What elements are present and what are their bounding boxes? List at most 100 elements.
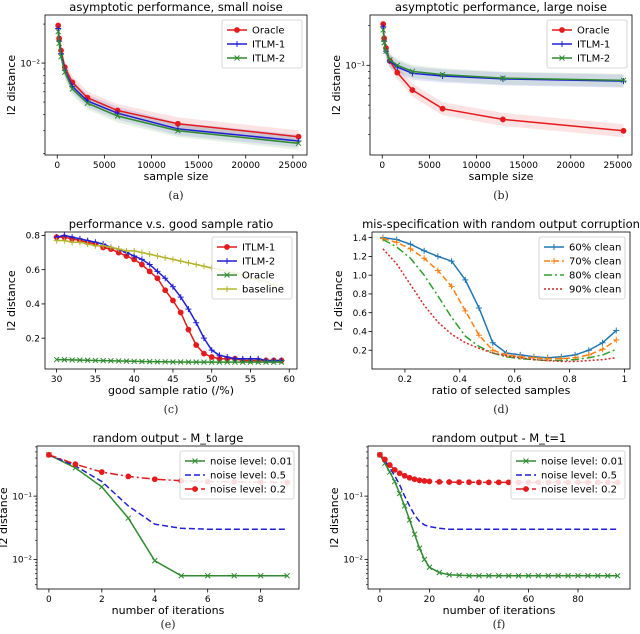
data-point [462,276,469,283]
legend-label: Oracle [577,26,610,37]
legend-box [546,19,628,69]
y-axis-label: l2 distance [332,270,345,330]
data-point [185,359,192,366]
data-point [434,253,441,260]
data-point [499,116,506,123]
data-point [77,357,83,363]
data-point [620,78,627,85]
legend-label: ITLM-2 [252,54,285,65]
data-point [247,359,254,366]
x-tick-label: 35 [90,375,101,385]
legend: noise level: 0.01 noise level: 0.5 noise l… [510,450,626,500]
data-point [503,351,510,358]
data-point [604,572,611,579]
x-tick-label: 0 [46,595,52,605]
series-line [379,454,618,577]
data-point [456,479,463,486]
data-point [177,258,184,265]
data-point [544,355,551,362]
series-oracle [53,356,285,366]
legend-marker [234,41,240,47]
confidence-band [58,25,299,150]
legend-marker [523,458,529,464]
x-tick-label: 20000 [231,161,260,171]
legend-label: ITLM-2 [577,54,610,65]
y-axis-label: l2 distance [5,270,18,330]
legend-label: noise level: 0.01 [541,457,623,468]
data-point [69,86,76,92]
data-point [448,283,455,290]
data-point [393,239,400,246]
y-tick-label: 10⁻¹ [345,62,365,72]
data-point [154,275,161,282]
data-point [201,350,207,357]
data-point [247,355,254,362]
chart-title: performance v.s. good sample ratio [69,217,273,231]
chart-title: asymptotic performance, small noise [69,0,282,14]
x-tick-label: 0 [377,595,383,605]
data-point [594,572,601,579]
data-point [396,470,403,477]
x-tick-label: 45 [167,375,178,385]
chart-panel-e: random output - M_t large 0 2 4 6 8 10⁻² 10⁻¹ nu… [0,431,300,631]
x-tick-label: 40 [473,595,485,605]
data-point [108,357,114,364]
y-tick-label: 0.6 [26,266,41,276]
data-point [69,234,76,241]
series-line [48,454,288,577]
legend-box [179,450,295,500]
data-point [76,239,83,246]
legend-label: Oracle [242,271,275,282]
x-tick-label: 55 [245,375,256,385]
series-line [382,236,617,359]
data-point [98,469,105,475]
legend-label: ITLM-2 [242,257,275,268]
y-tick-label: 1.0 [353,271,368,281]
data-point [162,275,169,282]
y-tick-label: 1.4 [353,234,368,244]
series-noise-level-0-5 [379,454,618,530]
data-point [239,355,246,362]
legend-label: noise level: 0.2 [541,485,617,496]
data-point [263,359,269,366]
data-point [69,239,76,246]
data-point [599,346,606,353]
data-point [107,244,114,251]
data-point [216,359,223,366]
data-point [439,71,446,78]
data-point [545,572,552,579]
data-point [61,232,68,239]
x-tick-label: 25000 [604,161,633,171]
data-point [555,572,562,579]
x-tick-label: 20000 [556,161,585,171]
data-point [154,268,161,275]
data-point [394,62,401,69]
series-line [382,248,617,363]
y-tick-label: 0.4 [26,300,41,310]
data-point [151,476,158,483]
y-tick-label: 0.8 [353,290,368,300]
data-point [114,113,121,119]
data-point [505,572,512,579]
data-point [131,358,138,365]
data-point [231,355,238,362]
data-point [193,359,200,366]
data-point [284,572,290,579]
data-point [421,478,428,484]
x-tick-label: 0 [54,161,60,171]
data-point [411,476,418,483]
data-point [58,53,64,60]
data-point [185,306,192,313]
series-line [56,358,282,363]
data-point [216,352,223,359]
series-line [382,238,617,362]
data-point [193,342,200,348]
x-tick-label: 15000 [184,161,213,171]
y-axis-label: l2 distance [0,487,10,547]
data-point [421,247,428,254]
data-point [138,256,145,263]
data-point [201,359,207,366]
data-point [525,572,532,579]
series-itlm-2 [380,27,627,84]
